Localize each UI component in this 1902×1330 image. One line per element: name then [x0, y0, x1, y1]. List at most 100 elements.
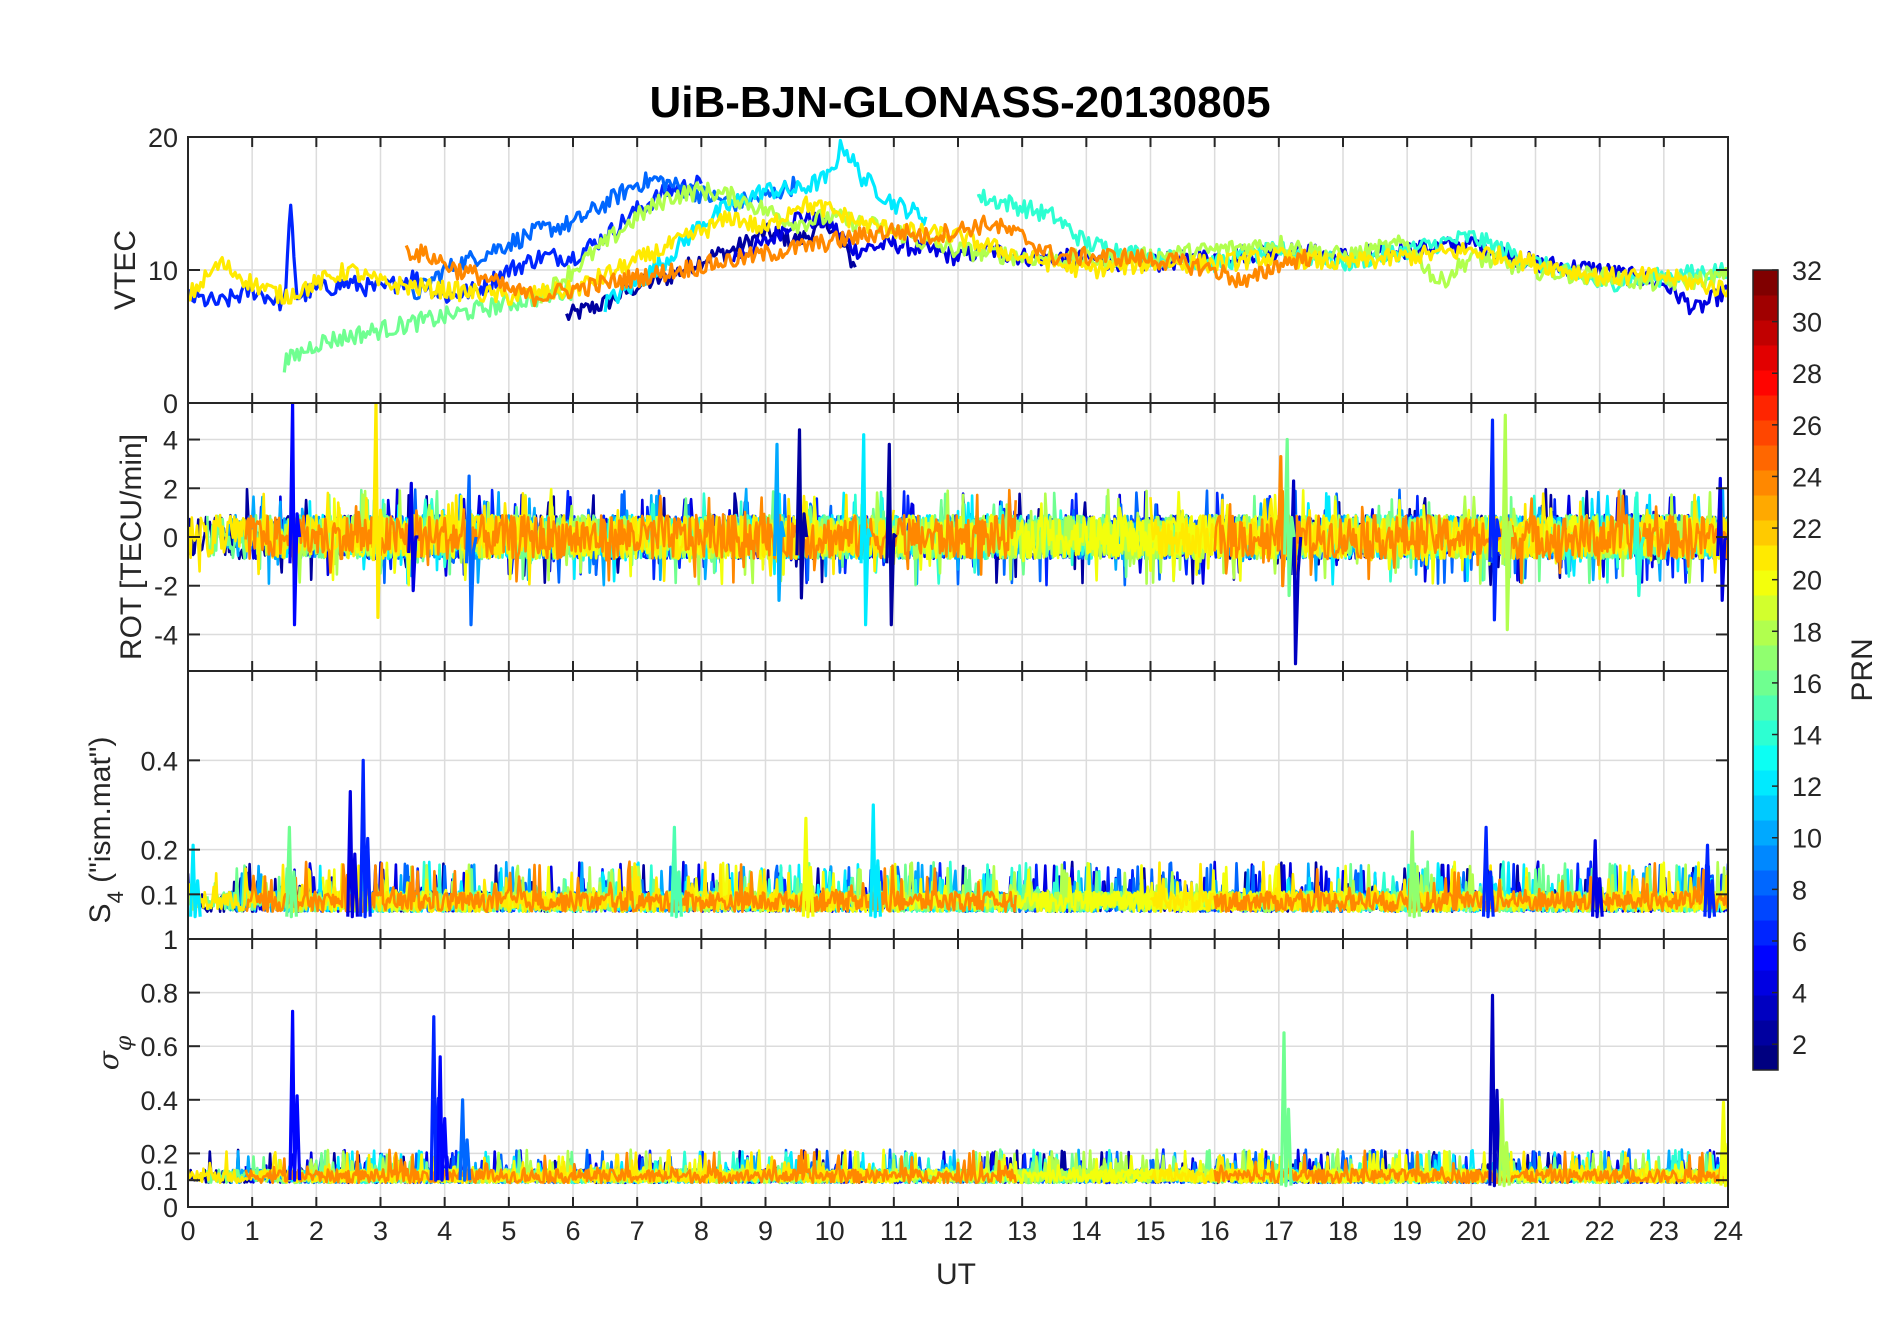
- y-tick-label: -2: [154, 572, 178, 602]
- colorbar-tick-label: 12: [1792, 772, 1822, 802]
- spike-prn-6: [1703, 843, 1717, 919]
- x-tick-label: 12: [943, 1216, 973, 1246]
- spike-prn-6: [1481, 825, 1495, 919]
- colorbar-tick-label: 30: [1792, 308, 1822, 338]
- spike-prn-17: [1408, 830, 1421, 919]
- x-tick-label: 9: [758, 1216, 773, 1246]
- y-tick-label: 10: [148, 256, 178, 286]
- spike-prn-3: [1488, 993, 1502, 1188]
- colorbar-step: [1753, 295, 1778, 321]
- x-tick-label: 24: [1713, 1216, 1743, 1246]
- x-tick-label: 10: [815, 1216, 845, 1246]
- colorbar-step: [1753, 495, 1778, 521]
- x-tick-label: 15: [1135, 1216, 1165, 1246]
- spike-prn-16: [1279, 1031, 1293, 1188]
- spike-prn-5: [288, 403, 302, 627]
- colorbar-frame: [1752, 269, 1779, 1071]
- colorbar-step: [1753, 395, 1778, 421]
- trace-prn-24: [244, 1148, 1017, 1185]
- colorbar-tick-label: 8: [1792, 875, 1807, 905]
- panel-4: 00.10.2 0.4 0.6 0.8 1 σφ: [92, 925, 1729, 1223]
- panel-2: -4 -2 0 2 4 0 ROT [TECU/min]: [115, 389, 1729, 672]
- y-axis-label-vtec: VTEC: [109, 230, 142, 310]
- x-tick-label: 16: [1200, 1216, 1230, 1246]
- colorbar-tick-label: 32: [1792, 256, 1822, 286]
- spike-prn-21: [371, 403, 385, 620]
- x-tick-label: 6: [565, 1216, 580, 1246]
- vtec-trace-prn-12: [603, 138, 928, 313]
- chart-title: UiB-BJN-GLONASS-20130805: [649, 78, 1270, 127]
- y-tick-label: -4: [154, 620, 178, 650]
- x-tick-label: 13: [1007, 1216, 1037, 1246]
- spike-prn-6: [359, 758, 372, 919]
- spike-prn-2: [795, 428, 809, 600]
- colorbar-step: [1753, 870, 1778, 896]
- spike-prn-15: [670, 825, 683, 919]
- vtec-trace-prn-24: [404, 214, 1313, 308]
- spike-prn-20: [1719, 1100, 1728, 1188]
- spike-prn-10: [772, 442, 786, 602]
- colorbar-step: [1753, 770, 1778, 796]
- x-tick-label: 8: [694, 1216, 709, 1246]
- y-tick-label: 4: [163, 426, 178, 456]
- spike-prn-4: [346, 789, 359, 919]
- spike-prn-14: [1632, 491, 1646, 598]
- y-tick-label: 0: [163, 523, 178, 553]
- spike-prn-8: [464, 474, 478, 627]
- colorbar-tick-label: 26: [1792, 411, 1822, 441]
- colorbar-tick-label: 28: [1792, 359, 1822, 389]
- colorbar-step: [1753, 570, 1778, 596]
- y-tick-label: 0.4: [140, 1086, 178, 1116]
- x-tick-label: 21: [1520, 1216, 1550, 1246]
- colorbar-step: [1753, 470, 1778, 496]
- x-tick-label: 19: [1392, 1216, 1422, 1246]
- spike-prn-12: [859, 433, 873, 627]
- colorbar-step: [1753, 945, 1778, 971]
- colorbar-step: [1753, 795, 1778, 821]
- x-tick-label: 3: [373, 1216, 388, 1246]
- y-tick-label: 20: [148, 123, 178, 153]
- colorbar-step: [1753, 370, 1778, 396]
- y-tick-label-top: 1: [163, 925, 178, 955]
- y-tick-label: 0.4: [140, 746, 178, 776]
- trace-prn-24: [1213, 1149, 1728, 1185]
- spike-prn-4: [407, 481, 419, 593]
- colorbar-step: [1753, 345, 1778, 371]
- colorbar-tick-label: 6: [1792, 927, 1807, 957]
- colorbar-tick-label: 2: [1792, 1030, 1807, 1060]
- panel-data: [188, 138, 1728, 373]
- y-tick-label: 0: [163, 1193, 178, 1223]
- colorbar-tick-label: 24: [1792, 462, 1822, 492]
- y-tick-label: 0.2: [140, 836, 178, 866]
- spike-prn-5: [288, 1009, 302, 1182]
- colorbar-tick-label: 20: [1792, 566, 1822, 596]
- trace-prn-24: [244, 860, 1017, 914]
- colorbar-step: [1753, 420, 1778, 446]
- trace-prn-24: [1213, 861, 1728, 913]
- spike-prn-4: [1716, 476, 1728, 602]
- colorbar-tick-label: 14: [1792, 721, 1822, 751]
- y-tick-label: 0.2: [140, 1139, 178, 1169]
- y-tick-label: 0.8: [140, 979, 178, 1009]
- spike-prn-16: [1283, 437, 1296, 598]
- y-axis-label-sigma-phi: σφ: [92, 1035, 137, 1070]
- x-tick-label: 22: [1585, 1216, 1615, 1246]
- y-tick-label: 2: [163, 474, 178, 504]
- colorbar-label: PRN: [1846, 638, 1879, 701]
- x-tick-label: 18: [1328, 1216, 1358, 1246]
- spike-prn-8: [458, 1098, 472, 1182]
- colorbar-step: [1753, 645, 1778, 671]
- x-tick-label: 5: [501, 1216, 516, 1246]
- colorbar-step: [1753, 270, 1778, 296]
- colorbar-step: [1753, 620, 1778, 646]
- colorbar-step: [1753, 745, 1778, 771]
- colorbar-step: [1753, 545, 1778, 571]
- x-tick-label: 23: [1649, 1216, 1679, 1246]
- colorbar-tick-label: 10: [1792, 824, 1822, 854]
- colorbar-step: [1753, 970, 1778, 996]
- x-tick-label: 14: [1071, 1216, 1101, 1246]
- panel-1: 10 20 VTEC: [109, 123, 1729, 404]
- colorbar-step: [1753, 695, 1778, 721]
- y-tick-label: 0.1: [140, 880, 178, 910]
